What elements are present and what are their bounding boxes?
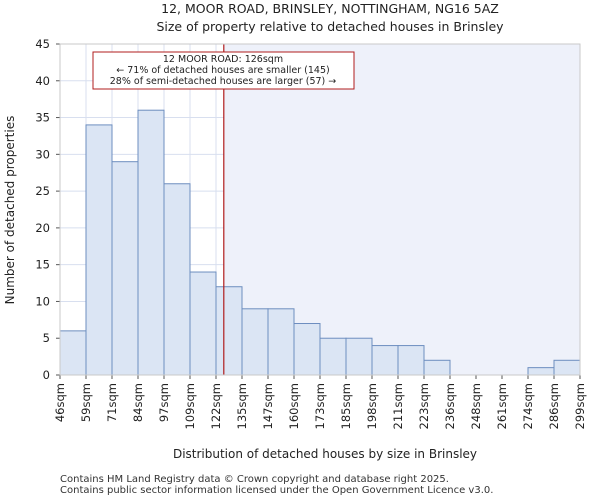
chart-title: 12, MOOR ROAD, BRINSLEY, NOTTINGHAM, NG1… xyxy=(161,1,499,16)
x-tick-label: 46sqm xyxy=(53,383,67,422)
bar-147sqm xyxy=(267,308,295,376)
bar-46sqm xyxy=(59,330,87,376)
footer-line-1: Contains HM Land Registry data © Crown c… xyxy=(60,474,449,485)
y-tick-label: 20 xyxy=(35,221,50,235)
bar-97sqm xyxy=(163,183,191,376)
y-tick-label: 35 xyxy=(35,111,50,125)
x-tick-label: 160sqm xyxy=(287,383,301,429)
chart-subtitle: Size of property relative to detached ho… xyxy=(156,19,504,34)
bar-71sqm xyxy=(111,161,139,376)
annotation-box xyxy=(92,51,355,90)
bar-59sqm xyxy=(85,124,113,376)
x-tick-label: 211sqm xyxy=(391,383,405,429)
bars xyxy=(59,109,581,376)
x-tick-label: 185sqm xyxy=(339,383,353,429)
x-tick-label: 261sqm xyxy=(495,383,509,429)
x-tick-label: 147sqm xyxy=(261,383,275,429)
annotation-label: 12 MOOR ROAD: 126sqm xyxy=(163,54,283,65)
x-tick-label: 59sqm xyxy=(79,383,93,422)
y-tick-label: 5 xyxy=(43,331,50,345)
x-tick-label: 236sqm xyxy=(443,383,457,429)
bar-122sqm xyxy=(215,286,243,376)
x-tick-label: 299sqm xyxy=(573,383,587,429)
y-axis-label: Number of detached properties xyxy=(3,116,17,305)
y-tick-label: 40 xyxy=(35,74,50,88)
x-axis-label: Distribution of detached houses by size … xyxy=(173,447,477,461)
marker: 12 MOOR ROAD: 126sqm← 71% of detached ho… xyxy=(92,44,355,375)
bar-173sqm xyxy=(319,337,347,376)
x-tick-label: 97sqm xyxy=(157,383,171,422)
x-tick-label: 122sqm xyxy=(209,383,223,429)
x-tick-label: 135sqm xyxy=(235,383,249,429)
x-tick-label: 274sqm xyxy=(521,383,535,429)
x-tick-label: 71sqm xyxy=(105,383,119,422)
annotation-larger: 28% of semi-detached houses are larger (… xyxy=(110,76,337,87)
plot-frame xyxy=(59,43,581,376)
footer-line-2: Contains public sector information licen… xyxy=(60,485,494,496)
bar-274sqm xyxy=(527,367,555,376)
bar-109sqm xyxy=(189,271,217,376)
x-tick-label: 248sqm xyxy=(469,383,483,429)
bar-223sqm xyxy=(423,359,451,376)
bar-160sqm xyxy=(293,323,321,376)
x-axis: 46sqm 59sqm 71sqm 84sqm 97sqm 109sqm 122sqm 135… xyxy=(53,375,587,429)
x-tick-label: 84sqm xyxy=(131,383,145,422)
y-tick-label: 25 xyxy=(35,184,50,198)
y-tick-label: 0 xyxy=(43,368,50,382)
annotation-smaller: ← 71% of detached houses are smaller (14… xyxy=(116,65,329,76)
x-tick-label: 198sqm xyxy=(365,383,379,429)
y-tick-label: 10 xyxy=(35,294,50,308)
bar-286sqm xyxy=(553,359,581,376)
bar-198sqm xyxy=(371,345,399,376)
y-tick-label: 15 xyxy=(35,258,50,272)
bar-84sqm xyxy=(137,109,165,376)
x-tick-label: 286sqm xyxy=(547,383,561,429)
x-tick-label: 109sqm xyxy=(183,383,197,429)
y-axis: 0 5 10 15 20 25 30 35 40 45 xyxy=(35,37,60,382)
y-tick-label: 30 xyxy=(35,147,50,161)
bar-135sqm xyxy=(241,308,269,376)
x-tick-label: 223sqm xyxy=(417,383,431,429)
y-tick-label: 45 xyxy=(35,37,50,51)
x-tick-label: 173sqm xyxy=(313,383,327,429)
bar-211sqm xyxy=(397,345,425,376)
bar-185sqm xyxy=(345,337,373,376)
